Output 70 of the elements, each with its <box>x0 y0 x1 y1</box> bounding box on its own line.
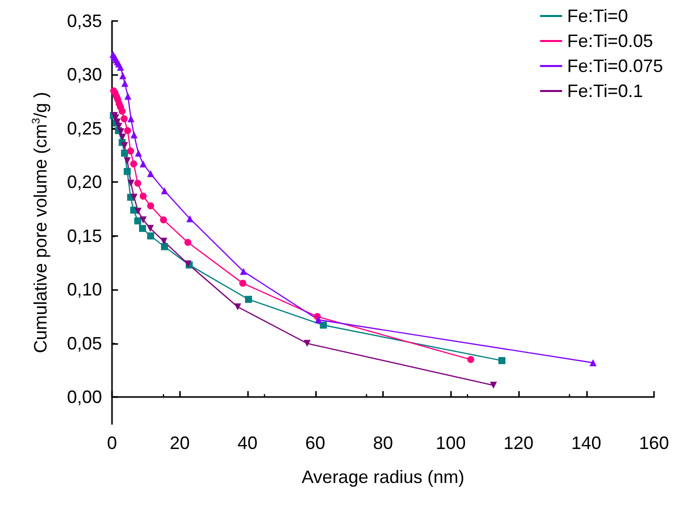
point <box>240 268 247 275</box>
y-tick-label: 0,35 <box>66 11 102 31</box>
point <box>134 208 142 215</box>
x-tick-label: 120 <box>503 433 534 453</box>
y-tick-label: 0,25 <box>66 118 102 138</box>
point <box>160 216 167 224</box>
y-tick-label: 0,30 <box>66 64 102 85</box>
point <box>138 224 146 232</box>
point <box>590 359 597 366</box>
point <box>130 131 138 138</box>
point <box>127 180 134 187</box>
point <box>121 80 128 87</box>
legend-label: Fe:Ti=0.05 <box>567 31 653 51</box>
point <box>498 357 506 364</box>
legend-label: Fe:Ti=0.075 <box>567 56 663 76</box>
x-tick-label: 40 <box>237 433 258 453</box>
point <box>130 194 138 201</box>
x-tick-label: 0 <box>106 433 118 453</box>
point <box>124 168 131 175</box>
point <box>124 127 132 134</box>
point <box>127 115 134 122</box>
point <box>245 296 252 303</box>
point <box>118 108 126 115</box>
point <box>161 187 168 194</box>
point <box>130 160 138 168</box>
y-tick-label: 0,00 <box>66 387 102 408</box>
x-tick-label: 20 <box>170 433 190 453</box>
point <box>160 238 168 245</box>
x-tick-label: 80 <box>372 433 394 453</box>
point <box>134 180 142 187</box>
x-tick-label: 160 <box>638 433 670 453</box>
point <box>320 322 327 329</box>
point <box>184 238 192 246</box>
point <box>147 170 154 178</box>
x-tick-label: 100 <box>436 433 466 453</box>
point <box>147 232 154 240</box>
point <box>127 148 134 155</box>
point <box>134 217 142 224</box>
legend-label: Fe:Ti=0 <box>567 6 628 26</box>
y-tick-label: 0,10 <box>66 280 102 300</box>
point <box>140 160 147 168</box>
point <box>140 216 147 224</box>
point <box>119 72 126 80</box>
point <box>186 215 194 222</box>
y-tick-label: 0,05 <box>66 333 102 354</box>
y-tick-label: 0,15 <box>66 226 102 246</box>
y-axis-title: Cumulative pore volume (cm3/g ) <box>30 92 50 354</box>
point <box>116 64 124 71</box>
point <box>121 150 128 157</box>
point <box>120 115 128 122</box>
point <box>304 340 311 347</box>
point <box>124 157 131 164</box>
x-tick-label: 60 <box>305 433 326 453</box>
point <box>467 356 474 364</box>
x-tick-label: 140 <box>571 433 602 453</box>
y-tick-label: 0,20 <box>66 172 102 192</box>
point <box>161 243 168 250</box>
point <box>234 303 242 310</box>
point <box>121 142 128 150</box>
point <box>147 202 154 210</box>
point <box>134 150 142 157</box>
point <box>490 382 497 389</box>
x-axis-title: Average radius (nm) <box>302 467 464 487</box>
point <box>119 134 126 141</box>
legend-label: Fe:Ti=0.1 <box>567 81 643 101</box>
point <box>314 316 322 324</box>
point <box>124 92 132 100</box>
point <box>140 192 147 200</box>
point <box>146 224 154 232</box>
point <box>239 280 246 287</box>
